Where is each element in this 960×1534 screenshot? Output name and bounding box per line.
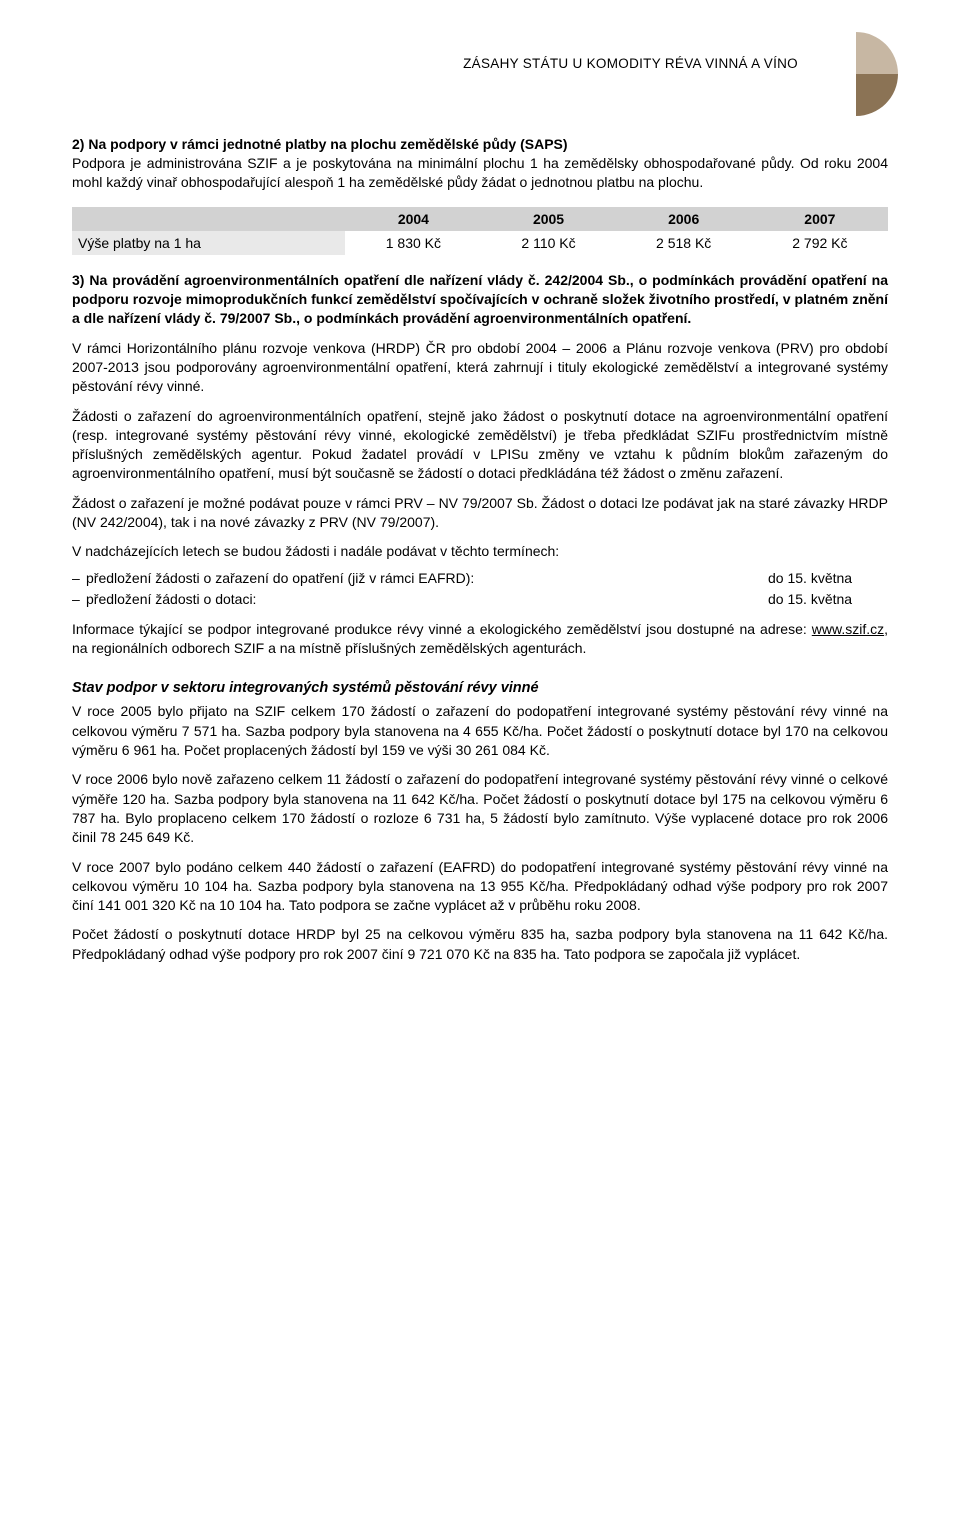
leaf-ornament-icon — [814, 32, 898, 116]
sub-p2: V roce 2006 bylo nově zařazeno celkem 11… — [72, 770, 888, 847]
table-row-label: Výše platby na 1 ha — [72, 231, 345, 255]
page-number: 15 — [838, 56, 854, 72]
payment-table: 2004 2005 2006 2007 Výše platby na 1 ha … — [72, 207, 888, 255]
section3-p1: V rámci Horizontálního plánu rozvoje ven… — [72, 339, 888, 397]
deadline-value: do 15. května — [768, 568, 888, 589]
dash-icon: – — [72, 589, 86, 610]
section3-p5: Informace týkající se podpor integrované… — [72, 620, 888, 659]
section2-heading: 2) Na podpory v rámci jednotné platby na… — [72, 136, 888, 152]
table-cell: 2 792 Kč — [752, 231, 888, 255]
table-col-2007: 2007 — [752, 207, 888, 231]
deadline-label: předložení žádosti o zařazení do opatřen… — [86, 568, 768, 589]
table-cell: 1 830 Kč — [345, 231, 481, 255]
table-cell: 2 110 Kč — [481, 231, 615, 255]
deadline-label: předložení žádosti o dotaci: — [86, 589, 768, 610]
sub-p4: Počet žádostí o poskytnutí dotace HRDP b… — [72, 925, 888, 964]
page-header: ZÁSAHY STÁTU U KOMODITY RÉVA VINNÁ A VÍN… — [72, 50, 888, 112]
subsection: Stav podpor v sektoru integrovaných syst… — [72, 680, 888, 964]
section3-p4: V nadcházejících letech se budou žádosti… — [72, 542, 888, 561]
subsection-heading: Stav podpor v sektoru integrovaných syst… — [72, 680, 888, 696]
table-col-2004: 2004 — [345, 207, 481, 231]
p5-prefix: Informace týkající se podpor integrované… — [72, 621, 812, 637]
section2-p1: Podpora je administrována SZIF a je posk… — [72, 154, 888, 193]
deadline-value: do 15. května — [768, 589, 888, 610]
deadline-row: – předložení žádosti o dotaci: do 15. kv… — [72, 589, 888, 610]
dash-icon: – — [72, 568, 86, 589]
szif-link[interactable]: www.szif.cz — [812, 621, 884, 637]
table-row: Výše platby na 1 ha 1 830 Kč 2 110 Kč 2 … — [72, 231, 888, 255]
table-col-2005: 2005 — [481, 207, 615, 231]
section3-p3: Žádost o zařazení je možné podávat pouze… — [72, 494, 888, 533]
section3-lead: 3) Na provádění agroenvironmentálních op… — [72, 271, 888, 329]
table-col-2006: 2006 — [616, 207, 752, 231]
sub-p3: V roce 2007 bylo podáno celkem 440 žádos… — [72, 858, 888, 916]
section3-bold: 3) Na provádění agroenvironmentálních op… — [72, 272, 888, 327]
running-title: ZÁSAHY STÁTU U KOMODITY RÉVA VINNÁ A VÍN… — [463, 56, 798, 71]
deadline-list: – předložení žádosti o zařazení do opatř… — [72, 568, 888, 610]
deadline-row: – předložení žádosti o zařazení do opatř… — [72, 568, 888, 589]
table-corner — [72, 207, 345, 231]
section3-p2: Žádosti o zařazení do agroenvironmentáln… — [72, 407, 888, 484]
page: ZÁSAHY STÁTU U KOMODITY RÉVA VINNÁ A VÍN… — [0, 0, 960, 1534]
table-cell: 2 518 Kč — [616, 231, 752, 255]
sub-p1: V roce 2005 bylo přijato na SZIF celkem … — [72, 702, 888, 760]
